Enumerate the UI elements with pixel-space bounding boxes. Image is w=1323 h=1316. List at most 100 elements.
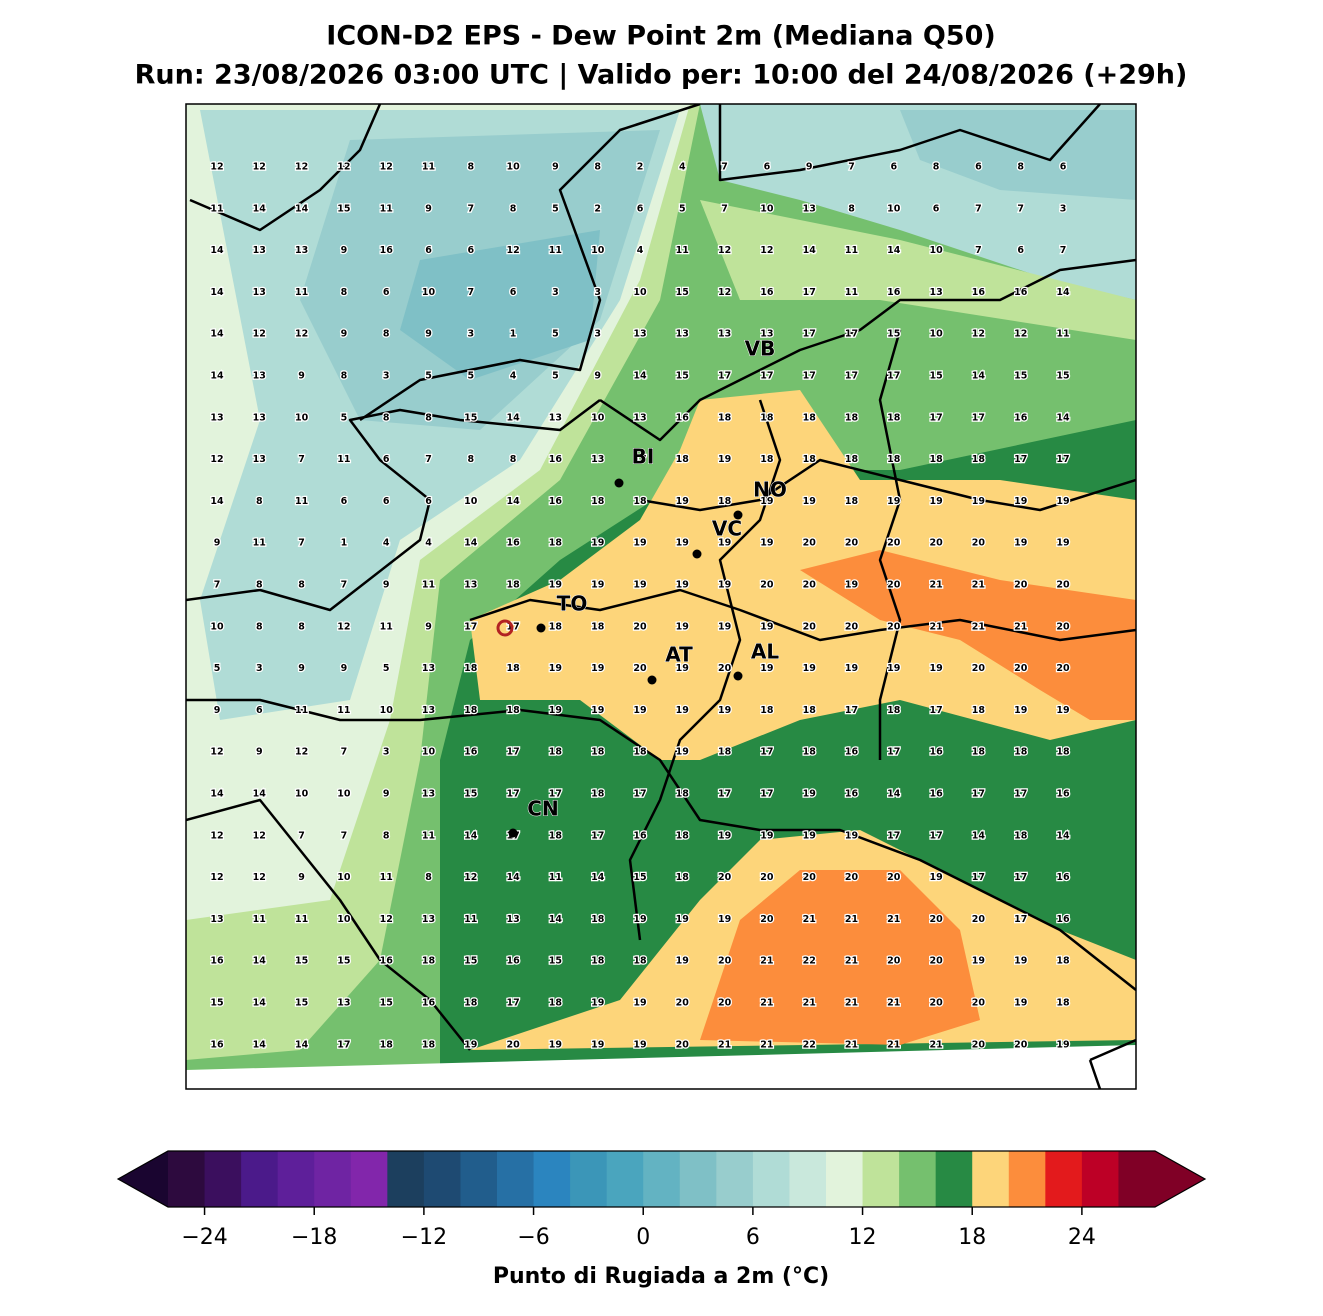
- grid-value: 19: [549, 705, 562, 716]
- grid-value: 17: [506, 998, 519, 1009]
- grid-value: 20: [676, 1039, 690, 1050]
- grid-value: 18: [422, 956, 436, 967]
- grid-value: 13: [210, 914, 223, 925]
- colorbar-swatch: [497, 1151, 535, 1207]
- city-label: TO: [557, 592, 588, 616]
- grid-value: 10: [337, 872, 351, 883]
- grid-value: 15: [929, 371, 942, 382]
- colorbar-outline: [116, 1150, 1207, 1208]
- grid-value: 14: [464, 538, 478, 549]
- grid-value: 7: [848, 162, 855, 173]
- grid-value: 19: [591, 538, 604, 549]
- grid-value: 1: [510, 329, 517, 340]
- grid-value: 21: [972, 580, 985, 591]
- grid-value: 10: [887, 203, 901, 214]
- grid-value: 9: [594, 371, 601, 382]
- grid-value: 9: [552, 162, 559, 173]
- grid-value: 15: [295, 956, 308, 967]
- grid-value: 19: [633, 538, 646, 549]
- grid-value: 20: [887, 538, 901, 549]
- grid-value: 18: [845, 496, 859, 507]
- grid-value: 13: [253, 454, 266, 465]
- colorbar-swatch: [972, 1151, 1010, 1207]
- grid-value: 8: [933, 162, 940, 173]
- grid-value: 8: [383, 412, 390, 423]
- grid-value: 14: [253, 1039, 267, 1050]
- grid-value: 19: [591, 705, 604, 716]
- grid-value: 8: [256, 621, 263, 632]
- grid-value: 19: [718, 830, 731, 841]
- grid-value: 20: [972, 663, 986, 674]
- grid-value: 9: [341, 329, 348, 340]
- grid-value: 18: [633, 747, 647, 758]
- grid-value: 15: [676, 287, 689, 298]
- grid-value: 14: [210, 245, 224, 256]
- grid-value: 6: [383, 454, 390, 465]
- grid-value: 5: [425, 371, 432, 382]
- grid-value: 20: [972, 998, 986, 1009]
- grid-value: 17: [929, 705, 942, 716]
- city-dot: [614, 478, 624, 488]
- grid-value: 14: [506, 496, 520, 507]
- grid-value: 19: [760, 538, 773, 549]
- grid-value: 19: [845, 663, 858, 674]
- grid-value: 21: [887, 1039, 900, 1050]
- grid-value: 16: [506, 956, 520, 967]
- grid-value: 7: [467, 203, 474, 214]
- grid-value: 5: [552, 203, 559, 214]
- grid-value: 20: [845, 538, 859, 549]
- grid-value: 19: [1014, 538, 1027, 549]
- grid-value: 14: [549, 914, 563, 925]
- grid-value: 7: [298, 538, 305, 549]
- grid-value: 12: [760, 245, 773, 256]
- grid-value: 18: [591, 956, 605, 967]
- grid-value: 5: [552, 329, 559, 340]
- colorbar-swatch: [277, 1151, 315, 1207]
- grid-value: 22: [803, 956, 816, 967]
- grid-value: 8: [425, 872, 432, 883]
- grid-value: 8: [467, 454, 474, 465]
- grid-value: 20: [929, 998, 943, 1009]
- grid-value: 8: [467, 162, 474, 173]
- grid-value: 10: [422, 747, 436, 758]
- grid-value: 19: [972, 956, 985, 967]
- grid-value: 2: [637, 162, 644, 173]
- grid-value: 16: [845, 789, 859, 800]
- grid-value: 17: [972, 872, 985, 883]
- grid-value: 17: [887, 371, 900, 382]
- grid-value: 19: [760, 663, 773, 674]
- colorbar-over: [1155, 1151, 1205, 1207]
- grid-value: 18: [803, 705, 817, 716]
- grid-value: 21: [803, 998, 816, 1009]
- grid-value: 8: [425, 412, 432, 423]
- grid-value: 13: [506, 914, 519, 925]
- grid-value: 12: [506, 245, 519, 256]
- grid-value: 12: [210, 747, 223, 758]
- grid-value: 10: [380, 705, 394, 716]
- colorbar-tick-label: 24: [1068, 1225, 1096, 1250]
- grid-value: 19: [676, 705, 689, 716]
- colorbar-swatch: [679, 1151, 717, 1207]
- grid-value: 12: [464, 872, 477, 883]
- grid-value: 20: [803, 580, 817, 591]
- grid-value: 9: [425, 621, 432, 632]
- grid-values: 12 12 12 12 12 11 8 10 9 8 2 4 7 6 9 7 6 8 6 8 611 14 14 15 11 9 7…: [209, 160, 1071, 1051]
- grid-value: 20: [929, 538, 943, 549]
- grid-value: 17: [633, 789, 646, 800]
- grid-value: 17: [803, 329, 816, 340]
- grid-value: 10: [591, 245, 605, 256]
- grid-value: 19: [549, 1039, 562, 1050]
- grid-value: 13: [253, 245, 266, 256]
- grid-value: 10: [337, 914, 351, 925]
- grid-value: 21: [760, 1039, 773, 1050]
- colorbar-swatch: [935, 1151, 973, 1207]
- grid-value: 11: [845, 287, 858, 298]
- grid-value: 5: [679, 203, 686, 214]
- grid-value: 13: [549, 412, 562, 423]
- grid-value: 17: [337, 1039, 350, 1050]
- grid-value: 14: [1056, 412, 1070, 423]
- grid-value: 12: [972, 329, 985, 340]
- grid-value: 17: [887, 830, 900, 841]
- grid-value: 9: [214, 705, 221, 716]
- colorbar-swatch: [314, 1151, 352, 1207]
